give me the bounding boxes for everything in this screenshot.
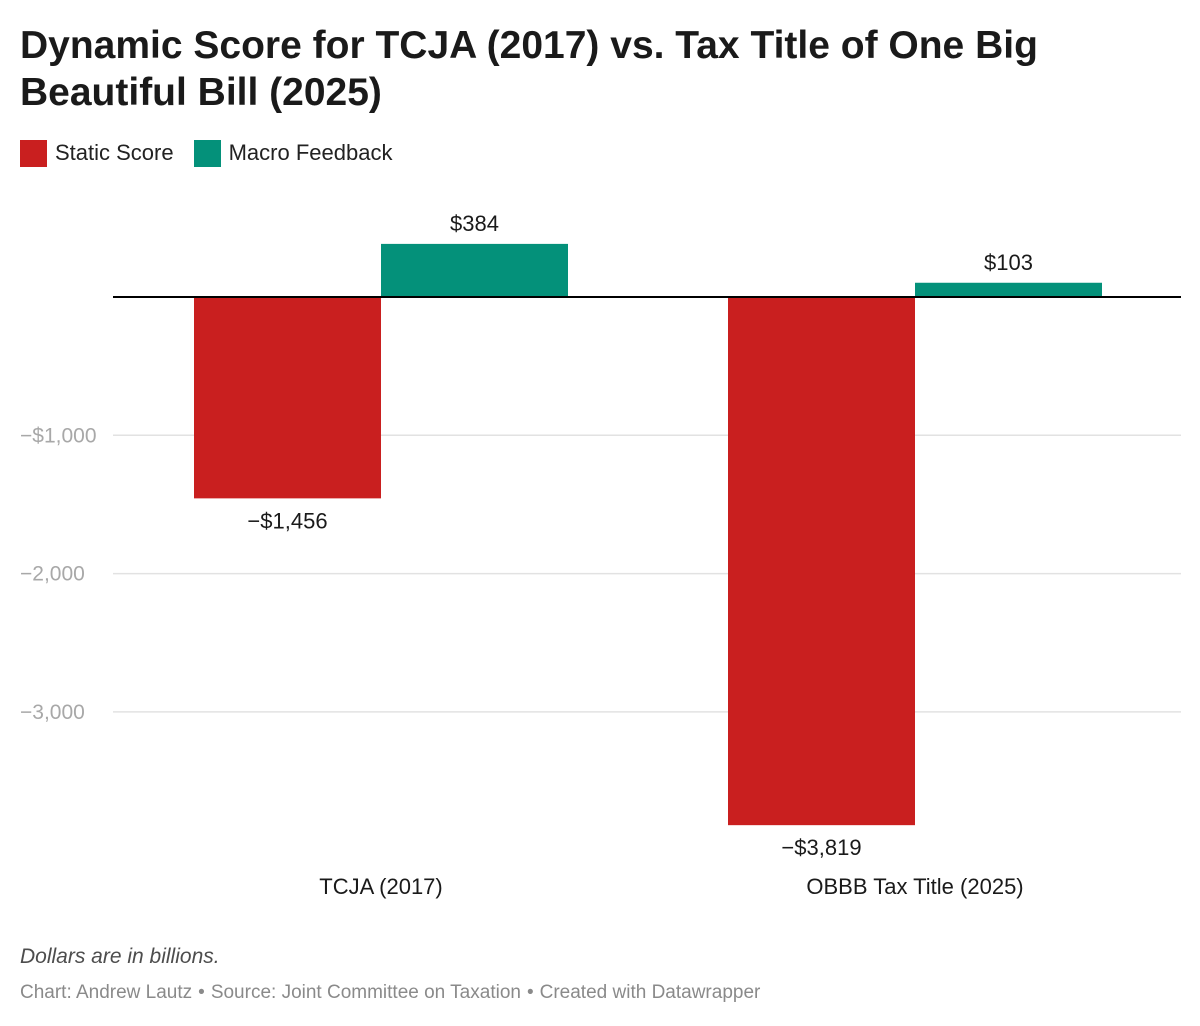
credit-separator: • <box>526 982 534 1003</box>
credits-line: Chart: Andrew Lautz • Source: Joint Commit… <box>20 982 760 1004</box>
chart-title: Dynamic Score for TCJA (2017) vs. Tax Ti… <box>20 24 1038 114</box>
x-category-label: TCJA (2017) <box>319 874 443 899</box>
data-label: $384 <box>450 211 499 236</box>
bar-chart: −$1,000 −2,000 −3,000 −$1,456 −$3,819 $384 $10… <box>20 211 1181 899</box>
legend-swatch-static <box>20 139 47 167</box>
y-tick-label: −3,000 <box>20 701 85 724</box>
y-tick-label: −2,000 <box>20 563 85 586</box>
footnote: Dollars are in billions. <box>20 945 220 968</box>
legend-swatch-macro <box>193 139 221 167</box>
legend: Static Score Macro Feedback <box>20 139 392 167</box>
data-label: $103 <box>984 250 1033 275</box>
credit-source: Source: Joint Committee on Taxation <box>210 982 521 1003</box>
x-category-label: OBBB Tax Title (2025) <box>806 874 1023 899</box>
bar-macro-1 <box>915 282 1102 297</box>
credit-separator: • <box>198 982 205 1003</box>
bar-static-1 <box>728 297 915 826</box>
legend-label-macro: Macro Feedback <box>228 140 393 165</box>
y-tick-label: −$1,000 <box>20 424 97 447</box>
credit-author: Chart: Andrew Lautz <box>20 982 193 1003</box>
bar-macro-0 <box>381 243 568 297</box>
legend-item-static: Static Score <box>20 139 174 167</box>
data-label: −$1,456 <box>247 508 327 533</box>
legend-label-static: Static Score <box>55 140 174 165</box>
credit-tool: Created with Datawrapper <box>539 982 761 1003</box>
data-label: −$3,819 <box>781 835 861 860</box>
legend-item-macro: Macro Feedback <box>193 139 393 167</box>
bar-static-0 <box>194 297 381 499</box>
